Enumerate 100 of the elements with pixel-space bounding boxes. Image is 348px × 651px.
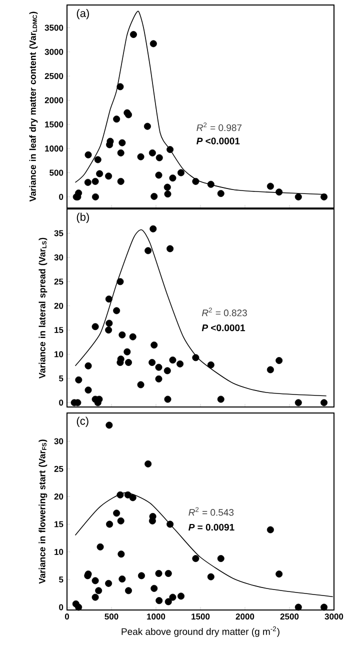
point [150, 225, 157, 232]
point [144, 247, 152, 254]
point [105, 172, 112, 180]
point [155, 172, 162, 179]
point [144, 460, 152, 468]
point [178, 592, 184, 600]
point [84, 151, 92, 158]
point [169, 174, 176, 182]
point [94, 156, 102, 164]
point [130, 31, 137, 38]
point [164, 396, 172, 403]
point [164, 184, 171, 191]
y-tick-label: 15 [54, 327, 64, 333]
point [106, 520, 114, 528]
y-tick-label: 10 [54, 548, 64, 555]
point [149, 512, 156, 520]
point [266, 366, 274, 374]
y-axis-title: Variance in flowering start (Var$_{FS}$) [38, 440, 48, 584]
point [169, 356, 176, 364]
y-tick-label: 5 [59, 375, 64, 382]
x-tick-label: 2500 [280, 614, 299, 620]
point [150, 40, 157, 48]
y-tick-label: 30 [54, 254, 64, 260]
point [137, 153, 144, 160]
point [106, 320, 113, 327]
y-tick-label: 10 [54, 351, 64, 358]
y-tick-label: 2000 [44, 97, 64, 104]
point [84, 178, 92, 186]
point [92, 577, 99, 584]
point [178, 169, 184, 176]
point [176, 360, 184, 368]
point [75, 190, 82, 197]
point [124, 587, 132, 594]
point [92, 323, 99, 330]
y-tick-label: 1000 [45, 146, 64, 152]
y-tick-label: 2500 [44, 73, 64, 80]
y-tick-label: 35 [54, 230, 64, 236]
x-tick-label: 3000 [324, 614, 344, 620]
y-tick-label: 0 [59, 194, 64, 200]
y-tick-label: 0 [59, 400, 64, 406]
point [164, 570, 172, 577]
point [156, 597, 163, 604]
point [294, 604, 302, 611]
y-tick-label: 30 [54, 438, 64, 444]
annotation: R$^{2}$ = 0.543 [188, 507, 234, 516]
point [166, 146, 174, 154]
point [150, 192, 158, 200]
x-tick-label: 1000 [147, 614, 166, 620]
point [150, 584, 158, 592]
annotation: P <0.0001 [202, 324, 246, 332]
point [192, 354, 200, 362]
y-tick-label: 20 [54, 494, 64, 500]
point [276, 357, 283, 364]
point [84, 386, 92, 394]
y-axis-title: Variance in lateral spread (Var$_{LS}$) [38, 238, 48, 379]
point [266, 526, 274, 534]
point [217, 396, 224, 403]
point [266, 182, 274, 190]
y-tick-label: 500 [50, 170, 64, 176]
y-tick-label: 1500 [45, 121, 64, 128]
point [92, 178, 99, 185]
point [320, 604, 328, 611]
point [124, 491, 132, 498]
annotation: R$^{2}$ = 0.987 [196, 122, 242, 132]
point [129, 494, 136, 502]
point [155, 570, 162, 577]
point [106, 138, 114, 145]
y-tick-label: 0 [59, 604, 64, 610]
point [207, 573, 214, 580]
point [92, 594, 99, 601]
point [75, 376, 82, 384]
point [294, 193, 302, 200]
point [320, 399, 328, 406]
point [96, 543, 104, 550]
annotation: P = 0.0091 [188, 524, 234, 531]
y-tick-label: 5 [59, 576, 64, 583]
point [169, 594, 176, 601]
point [164, 598, 172, 606]
annotation: (c) [76, 416, 88, 427]
point [137, 381, 144, 388]
point [96, 170, 104, 178]
point [105, 326, 112, 334]
point [207, 361, 214, 368]
point [148, 149, 156, 156]
point [95, 587, 102, 594]
annotation: (b) [76, 212, 89, 224]
point [116, 278, 124, 286]
point [116, 491, 124, 498]
x-tick-label: 500 [104, 614, 118, 620]
point [118, 550, 125, 558]
point [113, 307, 120, 314]
point [276, 570, 283, 578]
line-series [74, 229, 327, 396]
point [294, 399, 302, 406]
y-tick-label: 25 [54, 278, 64, 285]
point [217, 190, 224, 198]
point [144, 122, 151, 130]
point [116, 83, 124, 90]
x-tick-label: 1500 [192, 614, 210, 620]
point [75, 604, 82, 611]
